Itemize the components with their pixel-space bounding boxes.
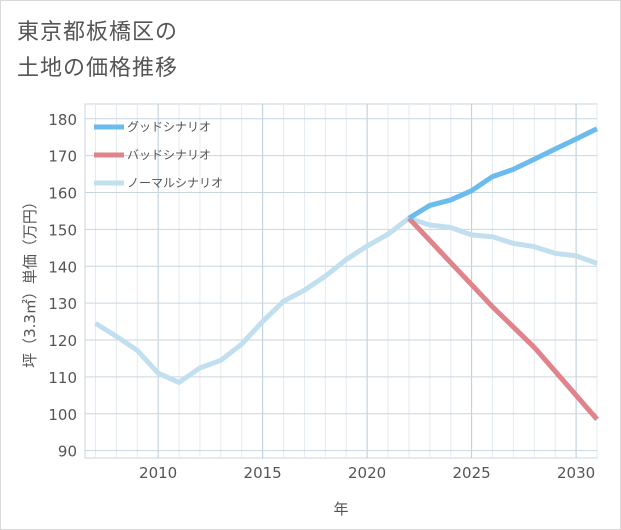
chart-title: 東京都板橋区の 土地の価格推移 xyxy=(17,15,178,87)
series-line-3 xyxy=(94,215,598,385)
y-tick-label: 180 xyxy=(48,111,77,129)
x-tick-label: 2015 xyxy=(244,464,282,482)
y-tick-label: 120 xyxy=(48,332,77,350)
y-axis-label: 坪（3.3㎡）単価（万円） xyxy=(21,194,39,368)
y-tick-label: 90 xyxy=(58,443,77,461)
y-tick-label: 150 xyxy=(48,221,77,239)
series-line-2 xyxy=(407,216,599,421)
x-tick-label: 2025 xyxy=(453,464,491,482)
y-tick-label: 130 xyxy=(48,295,77,313)
legend-label: グッドシナリオ xyxy=(127,120,211,134)
x-tick-label: 2010 xyxy=(139,464,177,482)
series-line-1 xyxy=(407,126,599,221)
y-axis-ticks: 90 100 110 120 130 140 150 160 170 180 xyxy=(48,111,77,461)
x-axis-ticks: 2010 2015 2020 2025 2030 xyxy=(139,464,595,482)
y-tick-label: 170 xyxy=(48,148,77,166)
y-tick-label: 160 xyxy=(48,185,77,203)
x-tick-label: 2030 xyxy=(557,464,595,482)
title-line-1: 東京都板橋区の xyxy=(17,20,179,45)
x-axis-label: 年 xyxy=(333,500,348,518)
y-tick-label: 100 xyxy=(48,406,77,424)
legend-label: バッドシナリオ xyxy=(127,148,211,162)
y-tick-label: 140 xyxy=(48,258,77,276)
y-tick-label: 110 xyxy=(48,369,77,387)
legend-label: ノーマルシナリオ xyxy=(127,176,223,190)
x-tick-label: 2020 xyxy=(348,464,386,482)
series-lines xyxy=(94,126,599,421)
title-line-2: 土地の価格推移 xyxy=(17,56,179,81)
